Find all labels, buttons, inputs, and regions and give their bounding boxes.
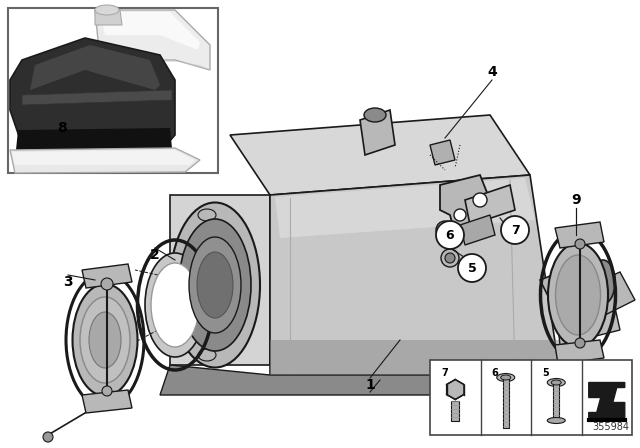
Ellipse shape	[500, 375, 511, 380]
Ellipse shape	[179, 219, 251, 351]
Ellipse shape	[198, 319, 216, 331]
Text: 9: 9	[571, 193, 581, 207]
Polygon shape	[589, 383, 625, 418]
Ellipse shape	[189, 237, 241, 333]
Text: 2: 2	[150, 248, 160, 262]
Text: 8: 8	[57, 121, 67, 135]
Ellipse shape	[551, 380, 561, 385]
Ellipse shape	[95, 5, 119, 15]
Circle shape	[473, 193, 487, 207]
Text: 6: 6	[492, 368, 499, 378]
Text: 7: 7	[441, 368, 448, 378]
Polygon shape	[540, 260, 610, 320]
Polygon shape	[170, 195, 270, 365]
Polygon shape	[555, 222, 604, 248]
Bar	[553, 383, 559, 421]
Polygon shape	[270, 175, 560, 375]
Bar	[503, 378, 509, 427]
Polygon shape	[16, 128, 172, 150]
Text: 4: 4	[487, 65, 497, 79]
Ellipse shape	[556, 255, 600, 335]
Polygon shape	[590, 272, 635, 315]
Ellipse shape	[80, 297, 130, 383]
Polygon shape	[12, 150, 195, 165]
Polygon shape	[430, 140, 455, 165]
Circle shape	[436, 221, 454, 239]
Text: 5: 5	[468, 262, 476, 275]
Polygon shape	[360, 110, 395, 155]
Polygon shape	[22, 90, 172, 105]
Polygon shape	[95, 10, 122, 25]
Circle shape	[440, 225, 450, 235]
Polygon shape	[460, 215, 495, 245]
Text: 1: 1	[365, 378, 375, 392]
Ellipse shape	[72, 284, 138, 396]
Text: 5: 5	[542, 368, 549, 378]
Text: 6: 6	[445, 228, 454, 241]
Circle shape	[445, 253, 455, 263]
Polygon shape	[447, 379, 464, 400]
Polygon shape	[440, 175, 490, 240]
Ellipse shape	[198, 209, 216, 221]
Circle shape	[454, 209, 466, 221]
Polygon shape	[10, 148, 200, 173]
Polygon shape	[140, 55, 210, 70]
Polygon shape	[590, 270, 615, 330]
Polygon shape	[270, 340, 560, 375]
Circle shape	[575, 239, 585, 249]
Ellipse shape	[547, 379, 565, 387]
Bar	[430, 360, 632, 435]
Polygon shape	[555, 340, 604, 364]
Circle shape	[102, 386, 112, 396]
Circle shape	[101, 278, 113, 290]
Polygon shape	[555, 285, 620, 345]
Ellipse shape	[89, 312, 121, 368]
Text: 7: 7	[511, 224, 520, 237]
Polygon shape	[100, 12, 200, 50]
Ellipse shape	[151, 263, 199, 347]
Text: 355984: 355984	[592, 422, 629, 432]
Ellipse shape	[145, 253, 205, 357]
Bar	[8, 8, 218, 173]
Ellipse shape	[170, 202, 260, 367]
Ellipse shape	[547, 418, 565, 423]
Circle shape	[441, 249, 459, 267]
Polygon shape	[82, 264, 132, 288]
Polygon shape	[95, 10, 210, 70]
Polygon shape	[10, 38, 175, 165]
Circle shape	[458, 254, 486, 282]
Ellipse shape	[548, 243, 608, 347]
Ellipse shape	[198, 349, 216, 361]
Ellipse shape	[497, 374, 515, 382]
Ellipse shape	[364, 108, 386, 122]
Polygon shape	[160, 365, 560, 395]
Circle shape	[43, 432, 53, 442]
Circle shape	[501, 216, 529, 244]
Ellipse shape	[197, 252, 233, 318]
Ellipse shape	[591, 260, 615, 304]
Polygon shape	[275, 178, 535, 238]
Polygon shape	[82, 390, 132, 413]
Circle shape	[436, 221, 464, 249]
Bar	[451, 401, 460, 421]
Ellipse shape	[198, 239, 216, 251]
Circle shape	[575, 338, 585, 348]
Polygon shape	[465, 185, 515, 225]
Polygon shape	[230, 115, 530, 195]
Polygon shape	[30, 45, 160, 90]
Text: 3: 3	[63, 275, 73, 289]
